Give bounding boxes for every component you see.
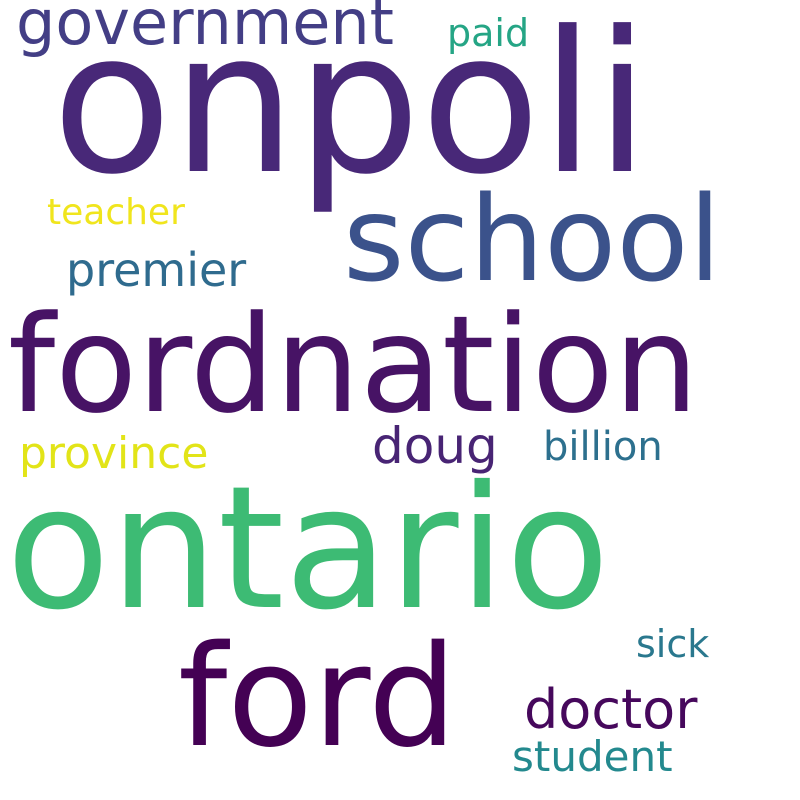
word-province: province: [19, 428, 209, 479]
word-fordnation: fordnation: [8, 287, 699, 443]
word-doug: doug: [372, 417, 498, 475]
word-student: student: [512, 732, 673, 781]
word-onpoli: onpoli: [52, 0, 650, 218]
word-sick: sick: [636, 622, 710, 666]
word-premier: premier: [66, 243, 247, 297]
word-billion: billion: [543, 424, 663, 470]
word-teacher: teacher: [47, 192, 185, 233]
word-ontario: ontario: [6, 450, 610, 648]
word-ford: ford: [178, 616, 457, 779]
word-government: government: [16, 0, 394, 59]
word-doctor: doctor: [524, 678, 698, 741]
word-school: school: [343, 170, 722, 308]
word-paid: paid: [447, 11, 530, 55]
